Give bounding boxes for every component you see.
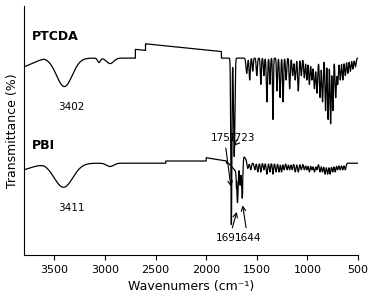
- Text: 1644: 1644: [234, 207, 261, 243]
- Text: 1723: 1723: [229, 132, 255, 145]
- Y-axis label: Transmittance (%): Transmittance (%): [6, 73, 19, 188]
- Text: 3411: 3411: [58, 203, 85, 213]
- Text: 3402: 3402: [58, 102, 85, 112]
- Text: PTCDA: PTCDA: [32, 30, 79, 43]
- Text: 1752: 1752: [211, 132, 237, 185]
- Text: 1691: 1691: [216, 213, 243, 243]
- X-axis label: Wavenumers (cm⁻¹): Wavenumers (cm⁻¹): [128, 280, 254, 293]
- Text: PBI: PBI: [32, 139, 55, 152]
